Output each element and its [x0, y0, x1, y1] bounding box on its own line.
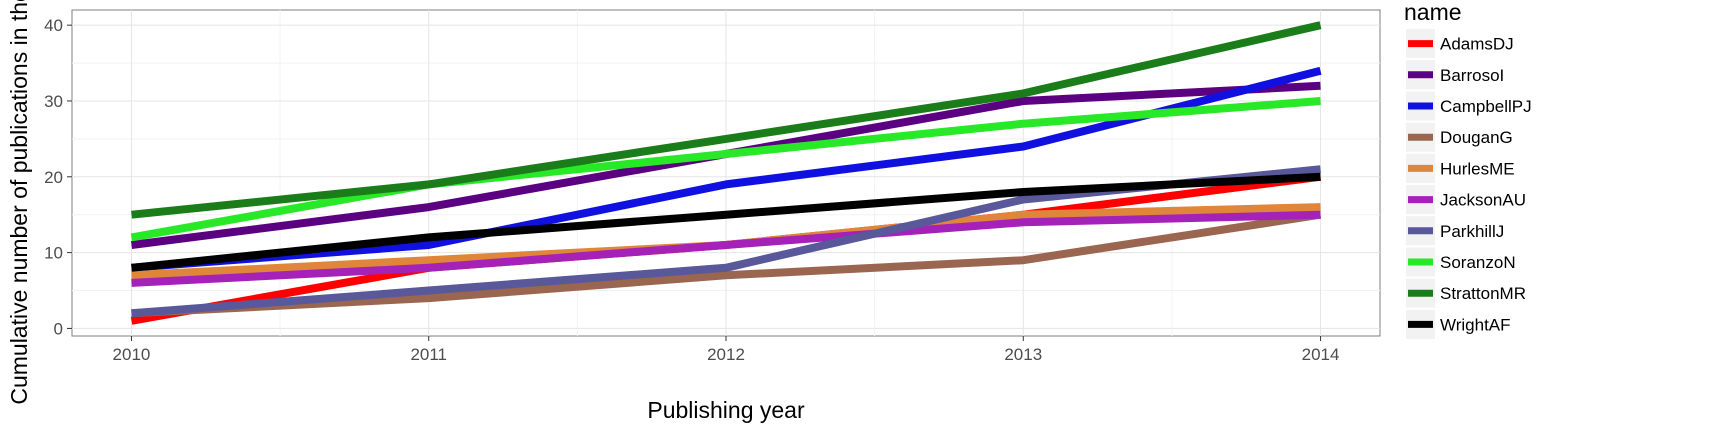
legend-label: HurlesME	[1440, 159, 1515, 178]
legend-label: SoranzoN	[1440, 253, 1516, 272]
legend-title: name	[1404, 0, 1462, 25]
y-tick-label: 40	[44, 16, 63, 35]
y-axis-title: Cumulative number of publications in the…	[6, 0, 32, 405]
series-line-campbellpj	[131, 66, 1322, 272]
legend-item-campbellpj: CampbellPJ	[1404, 89, 1532, 123]
legend-item-strattonmr: StrattonMR	[1404, 276, 1526, 310]
x-tick-label: 2014	[1302, 345, 1340, 364]
x-tick-label: 2010	[113, 345, 151, 364]
legend-label: DouganG	[1440, 128, 1513, 147]
x-tick-label: 2011	[410, 345, 447, 364]
legend-items: AdamsDJ BarrosoI CampbellPJ DouganG HurlesME…	[1404, 27, 1532, 341]
series-line-strattonmr	[131, 21, 1322, 219]
y-tick-label: 20	[44, 168, 63, 187]
legend-label: JacksonAU	[1440, 191, 1526, 210]
x-axis-title: Publishing year	[647, 397, 805, 423]
legend-item-dougang: DouganG	[1404, 120, 1513, 154]
legend-item-jacksonau: JacksonAU	[1404, 183, 1526, 217]
series-line-dougang	[131, 210, 1322, 318]
y-tick-label: 30	[44, 92, 63, 111]
y-tick-label: 0	[54, 319, 63, 338]
legend-item-parkhillj: ParkhillJ	[1404, 214, 1504, 248]
legend-item-wrightaf: WrightAF	[1404, 307, 1511, 341]
series-line-jacksonau	[131, 210, 1321, 287]
legend: name AdamsDJ BarrosoI CampbellPJ DouganG Hur…	[1404, 0, 1532, 341]
legend-label: StrattonMR	[1440, 284, 1526, 303]
legend-item-soranzon: SoranzoN	[1404, 245, 1516, 279]
legend-item-hurlesme: HurlesME	[1404, 151, 1515, 186]
axes: 0 10 20 30 40 2010 2011 2012 2013 2014	[44, 16, 1339, 364]
legend-label: WrightAF	[1440, 315, 1511, 334]
legend-label: AdamsDJ	[1440, 35, 1514, 54]
x-tick-label: 2013	[1004, 345, 1042, 364]
legend-label: ParkhillJ	[1440, 222, 1504, 241]
series-line-wrightaf	[131, 172, 1321, 272]
series-lines	[130, 21, 1322, 325]
x-tick-label: 2012	[707, 345, 745, 364]
legend-label: CampbellPJ	[1440, 97, 1532, 116]
legend-item-barrosoi: BarrosoI	[1404, 58, 1504, 92]
series-line-soranzon	[130, 97, 1321, 242]
legend-label: BarrosoI	[1440, 66, 1504, 85]
y-tick-label: 10	[44, 244, 63, 263]
